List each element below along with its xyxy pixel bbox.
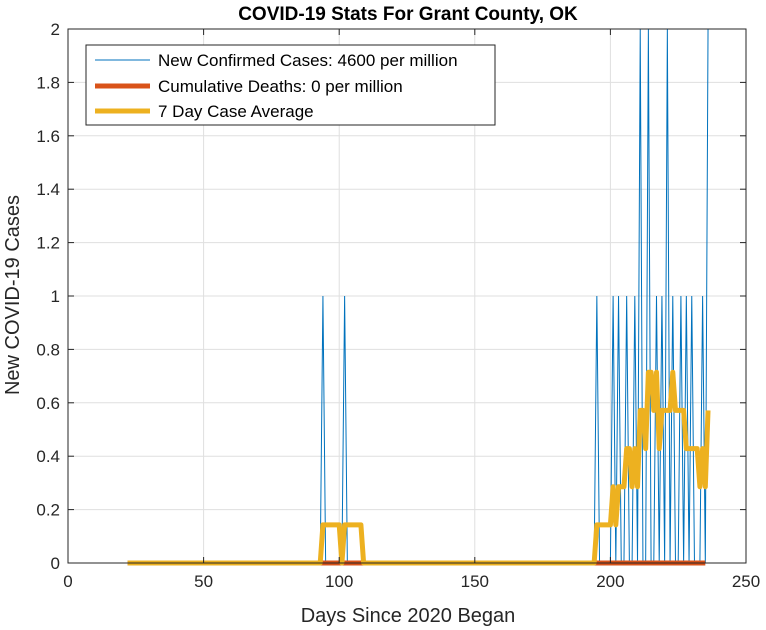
y-tick-label: 0.8 [36,340,60,359]
y-tick-label: 0.4 [36,447,60,466]
y-tick-label: 1.4 [36,180,60,199]
x-tick-label: 150 [461,572,489,591]
x-tick-label: 0 [63,572,72,591]
y-tick-label: 0 [51,554,60,573]
legend-label-new-cases: New Confirmed Cases: 4600 per million [158,51,458,70]
x-tick-label: 250 [732,572,760,591]
x-tick-label: 50 [194,572,213,591]
legend-label-7day-average: 7 Day Case Average [158,102,314,121]
y-tick-label: 0.2 [36,501,60,520]
y-tick-label: 1.2 [36,234,60,253]
x-tick-label: 200 [596,572,624,591]
x-axis-title: Days Since 2020 Began [301,605,516,627]
legend-label-cumulative-deaths: Cumulative Deaths: 0 per million [158,77,403,96]
y-axis-title: New COVID-19 Cases [2,195,24,395]
y-tick-label: 2 [51,20,60,39]
legend-box [85,44,496,126]
y-tick-label: 1.6 [36,127,60,146]
x-tick-label: 100 [325,572,353,591]
legend: New Confirmed Cases: 4600 per million Cu… [85,44,496,126]
y-tick-label: 0.6 [36,394,60,413]
y-tick-label: 1.8 [36,73,60,92]
chart-title: COVID-19 Stats For Grant County, OK [238,4,578,25]
y-tick-label: 1 [51,287,60,306]
